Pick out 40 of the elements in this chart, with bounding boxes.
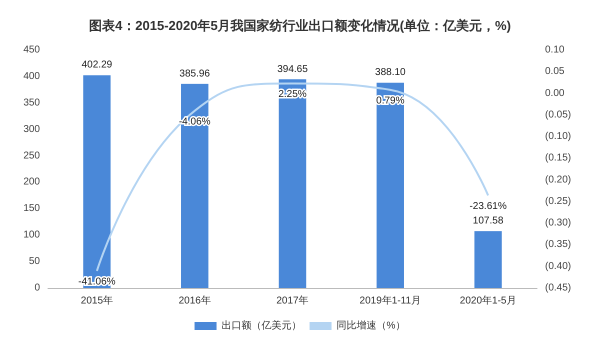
- y2-tick-label: (0.05): [545, 109, 572, 120]
- bar: [278, 79, 306, 288]
- y2-tick-label: 0.00: [545, 88, 565, 99]
- x-tick-label: 2019年1-11月: [360, 294, 422, 306]
- y2-tick-label: (0.25): [545, 196, 572, 207]
- y-tick-label: 100: [23, 230, 40, 241]
- x-tick-label: 2015年: [80, 294, 114, 306]
- y2-tick-label: 0.10: [545, 44, 565, 56]
- data-label: 388.10: [375, 67, 406, 78]
- x-tick-label: 2017年: [276, 294, 309, 306]
- data-label: 394.65: [277, 64, 308, 75]
- bar: [376, 82, 404, 288]
- y2-tick-label: (0.10): [545, 131, 572, 142]
- legend-label: 同比增速（%）: [336, 320, 406, 332]
- y-tick-label: 350: [23, 97, 40, 108]
- y-tick-label: 200: [23, 176, 40, 188]
- y-tick-label: 400: [23, 70, 40, 82]
- y2-tick-label: (0.30): [545, 218, 572, 229]
- y-tick-label: 450: [23, 44, 40, 56]
- y-tick-label: 50: [28, 256, 40, 268]
- y-tick-label: 300: [23, 124, 40, 135]
- data-label: 107.58: [472, 216, 504, 227]
- data-label: 402.29: [82, 60, 113, 71]
- x-tick-label: 2016年: [178, 294, 211, 306]
- legend-label: 出口额（亿美元）: [222, 320, 302, 332]
- data-label: 385.96: [179, 68, 210, 80]
- y2-tick-label: (0.45): [545, 282, 572, 294]
- y2-tick-label: (0.35): [545, 239, 572, 250]
- bar: [181, 84, 208, 288]
- y-tick-label: 150: [23, 203, 40, 214]
- bar: [474, 231, 502, 288]
- y2-tick-label: 0.05: [545, 66, 565, 78]
- y2-tick-label: (0.15): [545, 152, 572, 164]
- y2-tick-label: (0.40): [545, 260, 572, 272]
- y2-tick-label: (0.20): [545, 174, 572, 186]
- chart-title: 图表4：2015-2020年5月我国家纺行业出口额变化情况(单位：亿美元，%): [89, 18, 511, 33]
- y-tick-label: 250: [23, 150, 40, 162]
- y-tick-label: 0: [34, 282, 40, 294]
- x-tick-label: 2020年1-5月: [460, 294, 516, 306]
- data-label: -23.61%: [469, 200, 507, 212]
